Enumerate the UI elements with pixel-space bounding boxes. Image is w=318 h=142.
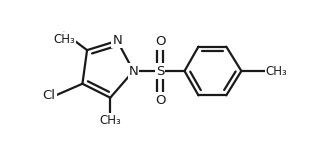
Text: CH₃: CH₃ [100,114,121,127]
Text: O: O [155,36,165,49]
Text: S: S [156,64,164,78]
Text: O: O [155,93,165,106]
Text: CH₃: CH₃ [53,33,75,46]
Text: N: N [112,34,122,47]
Text: Cl: Cl [43,89,56,102]
Text: N: N [128,64,138,78]
Text: CH₃: CH₃ [266,64,287,78]
